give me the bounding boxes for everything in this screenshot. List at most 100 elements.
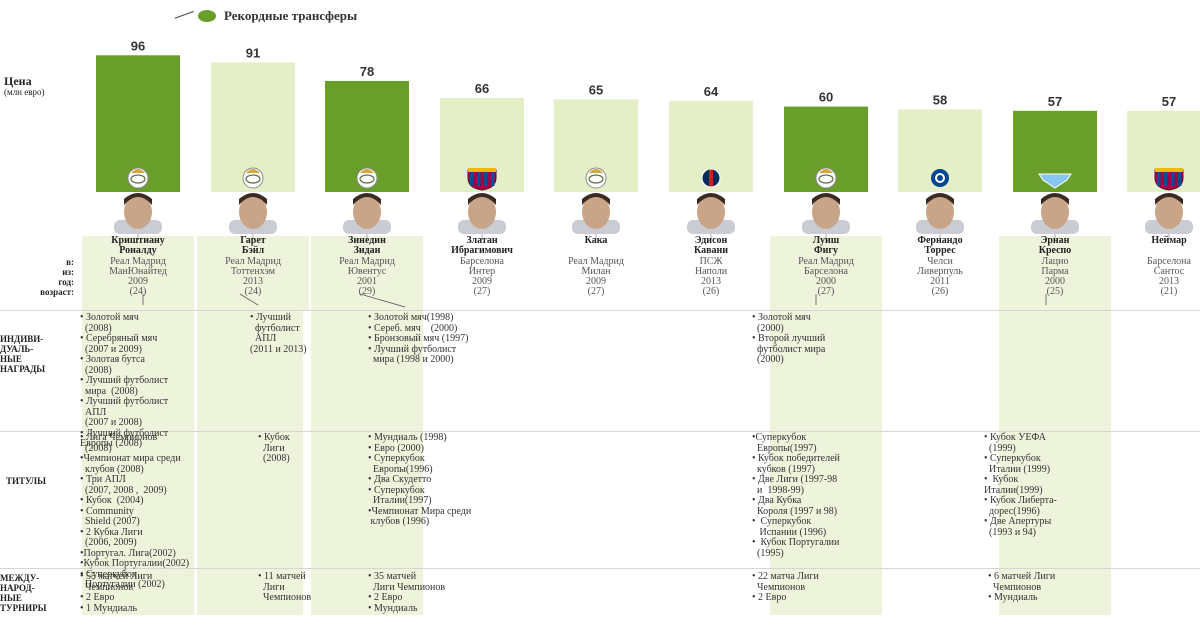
player-photo	[1145, 193, 1193, 240]
bar-value-label: 65	[589, 82, 603, 97]
awards-ronaldo: • Золотой мяч (2008) • Серебряный мяч (2…	[80, 312, 169, 449]
row-label-awards-line: ИНДИВИ-	[0, 334, 44, 344]
awards-figo: • Золотой мяч (2000) • Второй лучший фут…	[752, 312, 826, 365]
pointer-line	[359, 293, 406, 308]
player-to: Барселона	[460, 256, 504, 267]
intl-crespo: • 6 матчей Лиги Чемпионов • Мундиаль	[988, 571, 1056, 603]
player-name: Эдисон Кавани	[693, 235, 729, 256]
row-label-intl-line: ТУРНИРЫ	[0, 603, 47, 613]
player-photo	[802, 193, 850, 240]
player-name: Неймар	[1151, 235, 1187, 246]
real-madrid-badge-icon	[127, 167, 149, 189]
chelsea-badge-icon	[931, 169, 949, 187]
row-label-intl-line: НЫЕ	[0, 593, 22, 603]
column-band	[770, 236, 882, 310]
player-age: (25)	[1046, 286, 1064, 297]
player-name: Гарет Бэйл	[240, 235, 266, 256]
player-age: (24)	[244, 286, 262, 297]
player-year: 2013	[1159, 276, 1179, 287]
player-year: 2009	[128, 276, 148, 287]
column-band	[770, 310, 882, 615]
player-photo	[114, 193, 162, 240]
bar-value-label: 57	[1048, 94, 1062, 109]
player-to: Реал Мадрид	[798, 256, 854, 267]
player-photo	[458, 193, 506, 240]
player-year: 2013	[701, 276, 721, 287]
legend-swatch	[198, 9, 216, 22]
player-age: (21)	[1160, 286, 1178, 297]
bar-value-label: 64	[704, 84, 719, 99]
column-band	[197, 310, 303, 615]
player-photo	[916, 193, 964, 240]
column-band	[82, 236, 194, 310]
titles-crespo: • Кубок УЕФА (1999) • Суперкубок Италии …	[984, 432, 1057, 538]
player-photo	[343, 193, 391, 240]
player-from: Тоттенхэм	[230, 266, 276, 277]
row-label-to: в:	[66, 257, 74, 267]
player-from: Ливерпуль	[917, 266, 963, 277]
real-madrid-badge-icon	[815, 167, 837, 189]
player-year: 2000	[816, 276, 836, 287]
pointer-line	[239, 293, 259, 306]
player-age: (27)	[473, 286, 491, 297]
row-label-from: из:	[62, 267, 74, 277]
player-from: Милан	[581, 266, 611, 277]
row-label-age: возраст:	[40, 287, 74, 297]
titles-zidane: • Мундиаль (1998) • Евро (2000) • Суперк…	[368, 432, 472, 527]
player-from: Наполи	[694, 266, 728, 277]
row-label-titles: ТИТУЛЫ	[6, 476, 46, 486]
player-name: Криштиану Роналду	[111, 235, 165, 256]
column-band	[82, 310, 194, 615]
player-age: (26)	[702, 286, 720, 297]
player-name: Эрнан Креспо	[1038, 235, 1072, 256]
row-label-intl-line: НАРОД-	[0, 583, 35, 593]
y-axis-title: Цена (млн евро)	[4, 74, 45, 98]
player-from: МанЮнайтед	[109, 266, 167, 277]
row-label-year: год:	[58, 277, 74, 287]
player-to: Реал Мадрид	[568, 256, 624, 267]
player-year: 2011	[930, 276, 950, 287]
separator	[0, 431, 1200, 432]
column-band	[999, 236, 1111, 310]
player-year: 2001	[357, 276, 377, 287]
player-year: 2009	[586, 276, 606, 287]
row-label-awards-line: НАГРАДЫ	[0, 364, 46, 374]
column-band	[311, 310, 423, 615]
player-to: Реал Мадрид	[110, 256, 166, 267]
real-madrid-badge-icon	[242, 167, 264, 189]
barcelona-badge-icon	[467, 168, 497, 191]
bar-chart: 96 91 78 66 65 64 60 58 57 57	[96, 38, 1200, 308]
column-band	[197, 236, 309, 310]
row-label-awards-line: НЫЕ	[0, 354, 22, 364]
separator	[0, 568, 1200, 569]
player-from: Барселона	[804, 266, 848, 277]
player-age: (26)	[931, 286, 949, 297]
bar-value-label: 91	[246, 45, 260, 60]
bar-value-label: 60	[819, 90, 833, 105]
intl-figo: • 22 матча Лиги Чемпионов • 2 Евро	[752, 571, 819, 603]
real-madrid-badge-icon	[585, 167, 607, 189]
column-band	[999, 310, 1111, 615]
row-label-intl: МЕЖДУ- НАРОД- НЫЕ ТУРНИРЫ	[0, 573, 46, 613]
lazio-badge-icon	[1038, 173, 1072, 189]
titles-ronaldo: • Лига Чемпионов (2008) •Чемпионат мира …	[80, 432, 190, 590]
real-madrid-badge-icon	[356, 167, 378, 189]
bar-value-label: 66	[475, 81, 489, 96]
player-from: Интер	[468, 266, 496, 277]
player-name: Зинедин Зидан	[348, 235, 386, 256]
player-to: Лацио	[1041, 256, 1069, 267]
awards-bale: • Лучший футболист АПЛ (2011 и 2013)	[250, 312, 307, 355]
player-photo	[229, 193, 277, 240]
column-band	[311, 236, 423, 310]
player-to: Барселона	[1147, 256, 1191, 267]
barcelona-badge-icon	[1154, 168, 1184, 191]
player-age: (27)	[587, 286, 605, 297]
chart-legend: Рекордные трансферы	[174, 6, 357, 29]
row-label-awards-line: ДУАЛЬ-	[0, 344, 34, 354]
bar-value-label: 58	[933, 92, 947, 107]
bar-value-label: 78	[360, 64, 374, 79]
player-age: (27)	[817, 286, 835, 297]
player-year: 2000	[1045, 276, 1065, 287]
y-axis-title-text: Цена	[4, 74, 32, 88]
row-label-awards: ИНДИВИ- ДУАЛЬ- НЫЕ НАГРАДЫ	[0, 334, 45, 374]
